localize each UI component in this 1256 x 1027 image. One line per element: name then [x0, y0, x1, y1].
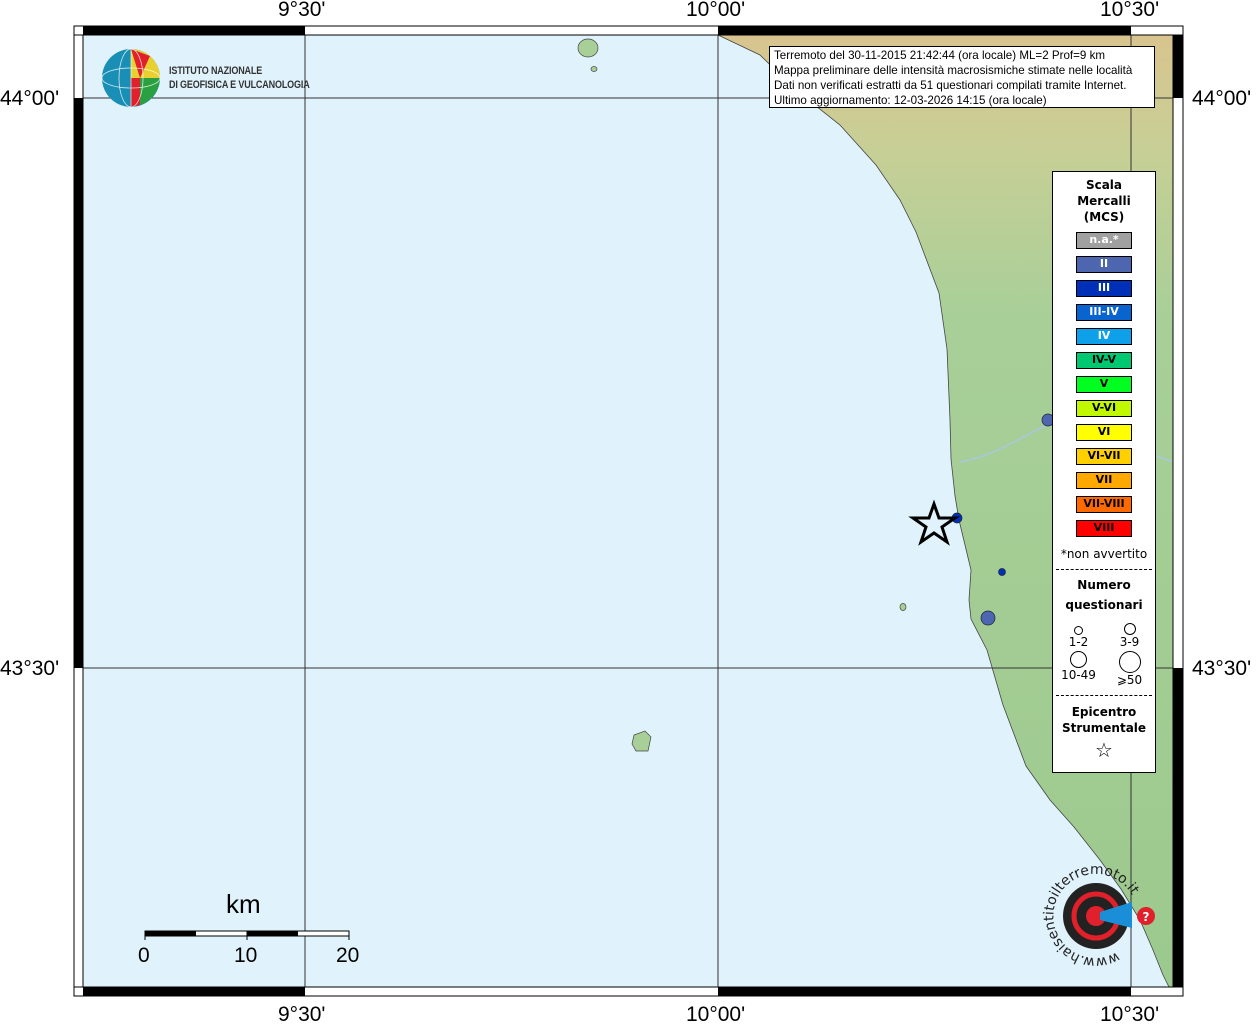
logo-line: ISTITUTO NAZIONALE: [169, 65, 263, 77]
lon-label-top: 9°30': [278, 0, 326, 21]
event-info-box: Terremoto del 30-11-2015 21:42:44 (ora l…: [769, 46, 1155, 108]
island: [899, 603, 907, 611]
legend: Scala Mercalli (MCS) n.a.* II III III-IV IV I…: [1052, 171, 1156, 773]
circle-size-icon: [1070, 651, 1087, 668]
legend-swatch-vi-vii: VI-VII: [1076, 448, 1132, 465]
legend-swatch-iv-v: IV-V: [1076, 352, 1132, 369]
legend-swatch-iii-iv: III-IV: [1076, 304, 1132, 321]
ingv-logo-text: ISTITUTO NAZIONALE DI GEOFISICA E VULCAN…: [169, 64, 310, 92]
lat-label-right: 43°30': [1192, 657, 1252, 680]
scale-bar: [144, 930, 350, 940]
legend-swatch-viii: VIII: [1076, 520, 1132, 537]
lon-label-bottom: 9°30': [278, 1003, 326, 1026]
legend-swatch-iv: IV: [1076, 328, 1132, 345]
lon-label-bottom: 10°00': [686, 1003, 746, 1026]
count-label: 3-9: [1119, 635, 1140, 649]
lon-label-top: 10°00': [686, 0, 746, 21]
map-frame: [73, 25, 1184, 997]
island: [590, 66, 598, 72]
legend-title-line: (MCS): [1083, 210, 1125, 224]
circle-size-icon: [1123, 623, 1136, 635]
circle-size-icon: [1074, 626, 1083, 635]
lat-label-left: 44°00': [0, 87, 60, 110]
circle-size-icon: [1118, 651, 1141, 673]
lat-label-right: 44°00': [1192, 87, 1252, 110]
legend-swatch-vii-viii: VII-VIII: [1076, 496, 1132, 513]
count-label: ⩾50: [1116, 673, 1143, 687]
info-line: Dati non verificati estratti da 51 quest…: [774, 79, 1127, 92]
legend-swatch-vii: VII: [1076, 472, 1132, 489]
divider: [1056, 569, 1152, 570]
legend-swatch-v: V: [1076, 376, 1132, 393]
count-label: 10-49: [1061, 668, 1096, 682]
ingv-globe-logo: [101, 48, 161, 108]
count-title-line: Numero: [1077, 578, 1131, 592]
last-update: Ultimo aggiornamento: 12-03-2026 14:15 (…: [774, 94, 1047, 107]
legend-swatch-iii: III: [1076, 280, 1132, 297]
legend-swatch-v-vi: V-VI: [1076, 400, 1132, 417]
legend-swatch-n-a-: n.a.*: [1076, 232, 1132, 249]
divider: [1056, 695, 1152, 696]
count-sizes: 1-2 3-9 10-49 ⩾50: [1053, 621, 1155, 687]
intensity-point-II[interactable]: [980, 610, 996, 626]
scale-tick-label: 10: [234, 944, 258, 967]
logo-line: DI GEOFISICA E VULCANOLOGIA: [169, 79, 310, 91]
intensity-point-III[interactable]: [998, 568, 1006, 576]
legend-note: *non avvertito: [1060, 547, 1148, 561]
intensity-scale: n.a.* II III III-IV IV IV-V V V-VI VI VI-VII VII VI…: [1053, 232, 1155, 537]
scale-tick-label: 20: [336, 944, 360, 967]
event-title: Terremoto del 30-11-2015 21:42:44 (ora l…: [774, 49, 1106, 62]
legend-swatch-vi: VI: [1076, 424, 1132, 441]
epicenter-title-line: Strumentale: [1061, 721, 1147, 735]
info-line: Mappa preliminare delle intensità macros…: [774, 64, 1133, 77]
island: [577, 38, 599, 58]
count-title: Numero questionari: [1053, 575, 1155, 615]
count-title-line: questionari: [1065, 598, 1143, 612]
svg-text:?: ?: [1143, 910, 1150, 924]
count-label: 1-2: [1068, 635, 1089, 649]
legend-title: Scala Mercalli (MCS): [1053, 177, 1155, 225]
lon-label-top: 10°30': [1100, 0, 1160, 21]
island-gorgona: [631, 730, 652, 752]
lon-label-bottom: 10°30': [1100, 1003, 1160, 1026]
epicenter-title-line: Epicentro: [1071, 705, 1137, 719]
legend-title-line: Scala: [1085, 178, 1123, 192]
epicenter-star-icon[interactable]: [908, 499, 960, 546]
legend-swatch-ii: II: [1076, 256, 1132, 273]
legend-title-line: Mercalli: [1077, 194, 1131, 208]
scale-unit: km: [226, 889, 261, 919]
epicenter-title: Epicentro Strumentale: [1053, 704, 1155, 736]
scale-tick-label: 0: [138, 944, 150, 967]
star-icon: ☆: [1095, 738, 1113, 762]
lat-label-left: 43°30': [0, 657, 60, 680]
